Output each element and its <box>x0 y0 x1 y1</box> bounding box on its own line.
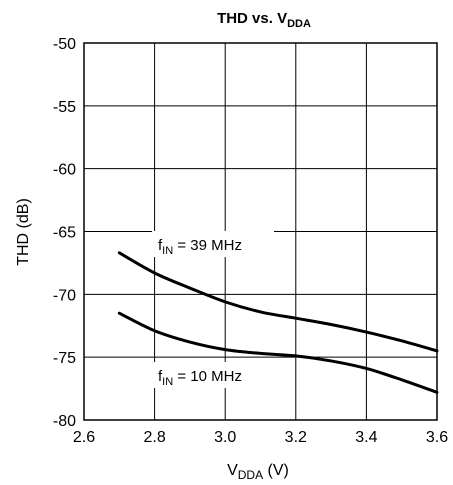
y-tick-label: -75 <box>53 350 76 367</box>
x-axis-ticks: 2.6 2.8 3.0 3.2 3.4 3.6 <box>73 429 448 446</box>
series-label-39mhz: fIN = 39 MHz <box>152 231 274 257</box>
x-tick-label: 3.2 <box>285 429 307 446</box>
series-line-0 <box>117 251 439 353</box>
y-axis-label: THD (dB) <box>15 198 32 266</box>
x-axis-label: VDDA (V) <box>227 462 289 482</box>
svg-text:fIN = 39 MHz: fIN = 39 MHz <box>158 237 242 257</box>
y-tick-label: -55 <box>53 99 76 116</box>
y-tick-label: -70 <box>53 287 76 304</box>
x-tick-label: 2.6 <box>73 429 95 446</box>
y-tick-label: -80 <box>53 413 76 430</box>
x-tick-label: 3.4 <box>355 429 377 446</box>
plot-frame <box>83 42 438 421</box>
y-tick-label: -60 <box>53 162 76 179</box>
svg-text:fIN = 10 MHz: fIN = 10 MHz <box>158 368 242 388</box>
y-tick-label: -65 <box>53 225 76 242</box>
series-line-1 <box>117 311 439 394</box>
series-label-10mhz: fIN = 10 MHz <box>152 362 276 388</box>
x-tick-label: 3.6 <box>426 429 448 446</box>
x-tick-label: 2.8 <box>143 429 165 446</box>
y-axis-ticks: -50 -55 -60 -65 -70 -75 -80 <box>53 36 76 430</box>
series-layer <box>117 251 439 394</box>
x-tick-label: 3.0 <box>214 429 236 446</box>
y-tick-label: -50 <box>53 36 76 53</box>
chart-title: THD vs. VDDA <box>217 10 311 30</box>
